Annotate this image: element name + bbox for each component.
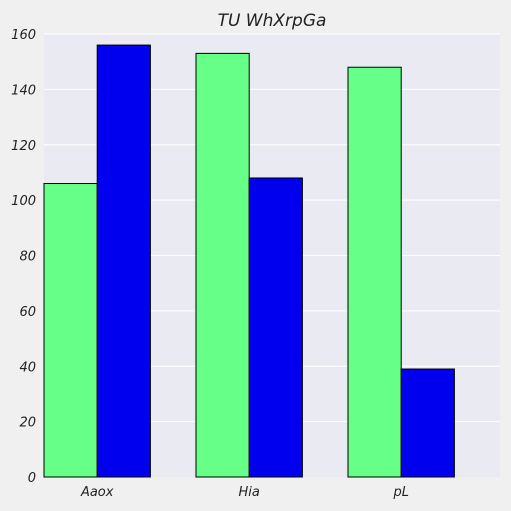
bar-pL-series-2 — [400, 368, 455, 478]
y-tick-label: 120 — [11, 139, 36, 154]
x-tick-label: pL — [392, 485, 409, 500]
bar-Aaox-series-1 — [43, 183, 98, 478]
y-tick-label: 140 — [11, 83, 36, 98]
y-tick-labels: 0 20 40 60 80 100 120 140 160 — [11, 28, 36, 486]
y-tick-label: 160 — [11, 28, 36, 43]
y-tick-label: 100 — [11, 194, 36, 209]
x-tick-label: Aaox — [80, 485, 114, 500]
bar-Hia-series-1 — [195, 52, 250, 478]
bar-Hia-series-2 — [248, 177, 303, 478]
chart-title: TU WhXrpGa — [218, 11, 327, 31]
bar-pL-series-1 — [347, 66, 402, 478]
x-tick-label: Hia — [239, 485, 260, 500]
y-tick-label: 0 — [28, 471, 36, 486]
y-tick-label: 40 — [19, 360, 36, 375]
bars — [43, 44, 455, 478]
y-tick-label: 60 — [19, 305, 36, 320]
y-tick-label: 80 — [19, 250, 36, 265]
y-tick-label: 20 — [19, 416, 36, 431]
x-tick-labels: Aaox Hia pL — [80, 485, 409, 500]
bar-Aaox-series-2 — [96, 44, 151, 478]
